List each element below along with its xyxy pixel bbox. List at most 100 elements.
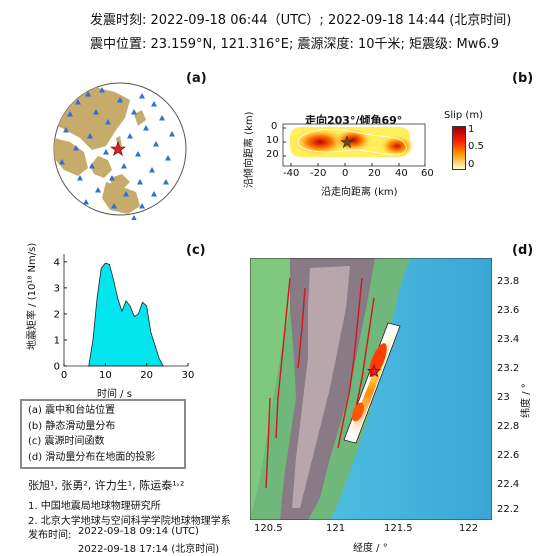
colorbar-label: Slip (m): [444, 110, 483, 121]
station-triangle-icon: [99, 87, 105, 93]
station-triangle-icon: [95, 187, 101, 193]
stf-xtick-label: 20: [140, 370, 153, 381]
station-triangle-icon: [87, 133, 93, 139]
slip-ytick-20: 20: [266, 149, 279, 160]
colorbar-tick-05: 0.5: [468, 141, 484, 152]
station-triangle-icon: [67, 111, 73, 117]
legend-item-a: (a) 震中和台站位置: [28, 405, 116, 416]
station-triangle-icon: [135, 151, 141, 157]
station-triangle-icon: [117, 97, 123, 103]
station-triangle-icon: [63, 127, 69, 133]
hypocenter-star-icon: [340, 135, 354, 149]
longitude-label: 经度 / °: [353, 543, 388, 554]
stf-ytick-label: 2: [54, 309, 60, 320]
station-triangle-icon: [73, 145, 79, 151]
stf-ylabel: 地震矩率 / (10¹⁸ Nm/s): [27, 242, 38, 350]
station-triangle-icon: [105, 119, 111, 125]
lon-tick-121-5: 121.5: [384, 523, 413, 534]
epicenter-info: 震中位置: 23.159°N, 121.316°E; 震源深度: 10千米; 矩…: [90, 37, 500, 52]
affiliation-1: 1. 中国地震局地球物理研究所: [28, 501, 161, 512]
slip-xtick-neg40: -40: [283, 168, 300, 179]
panel-label-b: (b): [512, 71, 534, 86]
panel-label-d: (d): [512, 243, 534, 258]
stf-ytick-label: 0: [54, 362, 60, 373]
stf-ytick-label: 4: [54, 257, 60, 268]
station-triangle-icon: [165, 155, 171, 161]
stf-xtick-label: 10: [99, 370, 112, 381]
lon-tick-120-5: 120.5: [254, 523, 283, 534]
station-triangle-icon: [109, 175, 115, 181]
lat-tick-23-8: 23.8: [497, 276, 520, 287]
stf-ytick-label: 3: [54, 283, 60, 294]
lat-tick-22-8: 22.8: [497, 421, 520, 432]
legend-item-b: (b) 静态滑动量分布: [28, 420, 116, 432]
slip-xtick-60: 60: [421, 168, 434, 179]
lat-tick-23-4: 23.4: [497, 334, 520, 345]
stf-xlabel: 时间 / s: [97, 389, 132, 400]
stf-area: [88, 262, 164, 367]
station-triangle-icon: [77, 175, 83, 181]
station-triangle-icon: [159, 115, 165, 121]
latitude-label: 纬度 / °: [521, 383, 532, 418]
slip-patch-south: [379, 135, 415, 157]
slip-ytick-0: 0: [271, 121, 278, 132]
slip-max-south: [352, 402, 364, 422]
station-triangle-icon: [83, 199, 89, 205]
station-triangle-icon: [103, 149, 109, 155]
station-triangle-icon: [143, 125, 149, 131]
legend-item-d: (d) 滑动量分布在地面的投影: [28, 451, 156, 463]
station-triangle-icon: [75, 99, 81, 105]
panel-legend: (a) 震中和台站位置 (b) 静态滑动量分布 (c) 震源时间函数 (d) 滑…: [20, 399, 186, 469]
lat-tick-22-2: 22.2: [497, 504, 520, 515]
release-label: 发布时间:: [28, 530, 72, 541]
authors: 张旭¹, 张勇², 许力生¹, 陈运泰¹˒²: [28, 479, 185, 492]
station-triangle-icon: [151, 191, 157, 197]
slip-distribution-plot: [282, 123, 426, 167]
station-triangle-icon: [139, 93, 145, 99]
lat-tick-23-2: 23.2: [497, 363, 520, 374]
panel-label-c: (c): [186, 243, 206, 258]
lat-tick-22-6: 22.6: [497, 450, 520, 461]
station-triangle-icon: [93, 109, 99, 115]
station-triangle-icon: [85, 91, 91, 97]
lon-tick-122: 122: [459, 523, 479, 534]
station-triangle-icon: [121, 163, 127, 169]
panel-label-a: (a): [186, 71, 207, 86]
colorbar-tick-0: 0: [468, 159, 475, 170]
station-triangle-icon: [151, 101, 157, 107]
station-triangle-icon: [131, 215, 137, 220]
station-triangle-icon: [131, 109, 137, 115]
western-plain: [250, 258, 290, 520]
source-time-function-chart: 0 10 20 30 0 1 2 3 4: [54, 254, 195, 381]
slip-xtick-40: 40: [395, 168, 408, 179]
colorbar-tick-1: 1: [468, 124, 475, 135]
lat-tick-22-4: 22.4: [497, 479, 520, 490]
station-triangle-icon: [111, 203, 117, 209]
slip-xtick-0: 0: [342, 168, 349, 179]
release-time-beijing: 2022-09-18 17:14 (北京时间): [78, 544, 220, 555]
station-triangle-icon: [149, 167, 155, 173]
epicenter-map-star-icon: [366, 364, 382, 378]
slip-ytick-10: 10: [266, 135, 279, 146]
stf-xtick-label: 0: [61, 370, 67, 381]
stf-ytick-label: 1: [54, 335, 60, 346]
slip-projection-map: [250, 258, 492, 520]
station-triangle-icon: [137, 179, 143, 185]
legend-item-c: (c) 震源时间函数: [28, 436, 105, 447]
affiliation-2: 2. 北京大学地球与空间科学学院地球物理学系: [28, 516, 231, 527]
slip-contour: [297, 129, 407, 155]
mountain-peaks: [292, 266, 350, 508]
station-triangle-icon: [153, 141, 159, 147]
station-triangle-icon: [89, 163, 95, 169]
slip-colorbar: [452, 126, 466, 170]
station-triangle-icon: [139, 203, 145, 209]
origin-time: 发震时刻: 2022-09-18 06:44（UTC）; 2022-09-18 …: [90, 13, 512, 28]
stf-xtick-label: 30: [182, 370, 195, 381]
slip-ylabel: 沿倾向距离 (km): [244, 111, 255, 188]
station-globe-map: [53, 82, 187, 220]
fault-lines: [265, 277, 375, 489]
release-time-utc: 2022-09-18 09:14 (UTC): [78, 526, 199, 537]
station-triangle-icon: [163, 179, 169, 185]
epicenter-star-icon: [110, 141, 126, 156]
station-markers: [59, 87, 175, 220]
